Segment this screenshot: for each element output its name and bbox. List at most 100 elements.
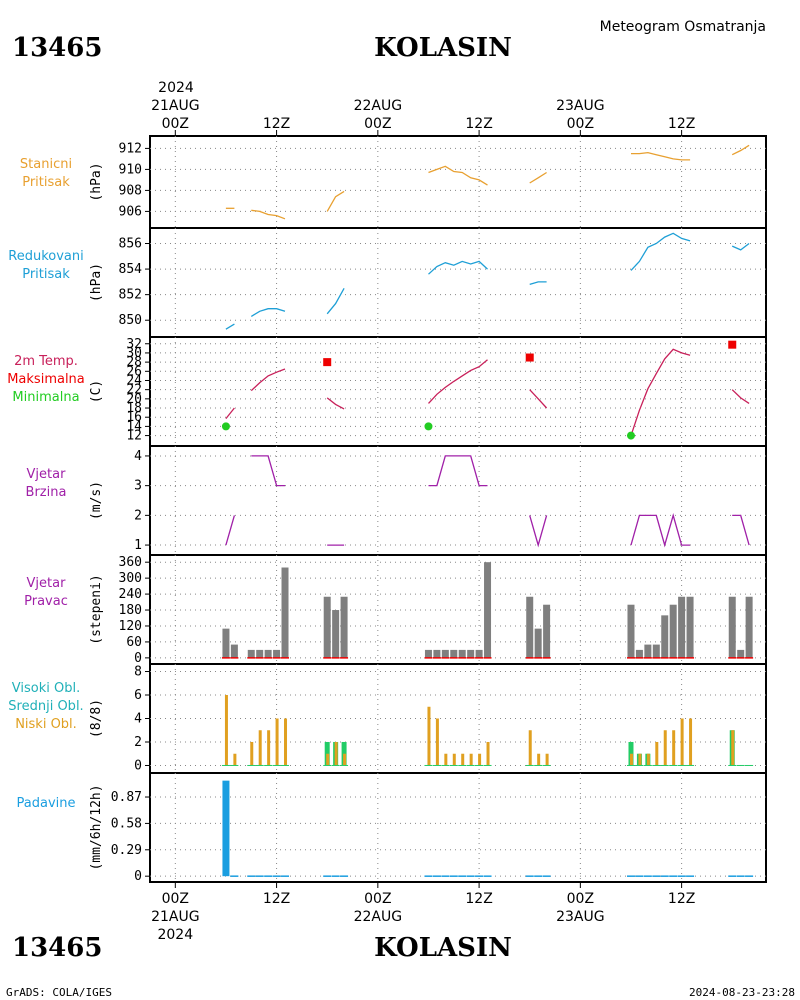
wind-direction-bar bbox=[441, 649, 449, 658]
panel-label: Redukovani bbox=[8, 249, 83, 264]
meteogram-subtitle: Meteogram Osmatranja bbox=[600, 19, 766, 35]
low-cloud-bar bbox=[731, 730, 735, 766]
y-axis-label: (8/8) bbox=[89, 699, 104, 738]
y-tick-label: 32 bbox=[126, 337, 142, 352]
wind-direction-bar bbox=[475, 649, 483, 658]
series-line bbox=[326, 397, 345, 410]
station-name-top: KOLASIN bbox=[374, 33, 512, 63]
wind-direction-bar bbox=[534, 628, 542, 658]
y-tick-label: 0.29 bbox=[111, 843, 142, 858]
top-date-label: 23AUG bbox=[556, 98, 605, 114]
wind-direction-bar bbox=[247, 649, 255, 658]
series-line bbox=[428, 359, 488, 404]
panel-label: Visoki Obl. bbox=[12, 681, 80, 696]
year-top: 2024 bbox=[158, 80, 194, 96]
panel-label: Srednji Obl. bbox=[8, 699, 83, 714]
y-axis-label: (hPa) bbox=[89, 263, 104, 302]
y-axis-label: (C) bbox=[89, 380, 104, 403]
wind-direction-bar bbox=[526, 596, 534, 658]
wind-direction-bar bbox=[230, 644, 238, 658]
wind-direction-bar bbox=[635, 649, 643, 658]
top-hour-label: 00Z bbox=[162, 116, 189, 132]
max-temp-marker bbox=[525, 353, 534, 362]
panel-reduced_pressure: 850 852 854 856 (hPa) Redukovani Pritisak bbox=[8, 227, 766, 337]
series-line bbox=[731, 144, 750, 156]
series-line bbox=[529, 389, 548, 409]
low-cloud-bar bbox=[435, 718, 439, 766]
y-tick-label: 360 bbox=[119, 555, 142, 570]
series-line bbox=[731, 242, 750, 251]
low-cloud-bar bbox=[655, 741, 659, 766]
wind-direction-bar bbox=[222, 628, 230, 658]
max-temp-marker bbox=[323, 358, 332, 367]
y-tick-label: 14 bbox=[126, 419, 142, 434]
low-cloud-bar bbox=[469, 753, 473, 766]
wind-direction-bar bbox=[661, 615, 669, 658]
series-line bbox=[428, 260, 488, 275]
station-name-bottom: KOLASIN bbox=[374, 933, 512, 963]
y-tick-label: 4 bbox=[134, 712, 142, 727]
series-line bbox=[326, 287, 345, 315]
wind-direction-bar bbox=[281, 567, 289, 658]
y-tick-label: 16 bbox=[126, 410, 142, 425]
top-hour-label: 00Z bbox=[567, 116, 594, 132]
low-cloud-bar bbox=[224, 695, 228, 766]
series-line bbox=[732, 514, 750, 546]
series-line bbox=[225, 515, 236, 546]
bottom-hour-label: 12Z bbox=[668, 891, 695, 907]
low-cloud-bar bbox=[326, 753, 330, 766]
precip-bar bbox=[222, 780, 230, 877]
series-line bbox=[529, 281, 547, 286]
low-cloud-bar bbox=[275, 718, 279, 766]
low-cloud-bar bbox=[537, 753, 541, 766]
panel-wind_speed: 1 2 3 4 (m/s) Vjetar Brzina bbox=[26, 445, 766, 555]
wind-direction-bar bbox=[686, 596, 694, 658]
wind-direction-bar bbox=[652, 644, 660, 658]
station-id-top: 13465 bbox=[12, 33, 102, 63]
y-tick-label: 908 bbox=[119, 183, 142, 198]
series-line bbox=[731, 389, 750, 404]
low-cloud-bar bbox=[672, 730, 676, 766]
y-tick-label: 0.58 bbox=[111, 816, 142, 831]
y-tick-label: 2 bbox=[134, 735, 142, 750]
series-line bbox=[529, 171, 547, 184]
low-cloud-bar bbox=[545, 753, 549, 766]
bottom-year-label: 2024 bbox=[157, 927, 193, 943]
top-hour-label: 12Z bbox=[465, 116, 492, 132]
y-tick-label: 856 bbox=[119, 237, 142, 252]
low-cloud-bar bbox=[528, 730, 532, 766]
low-cloud-bar bbox=[427, 706, 431, 766]
wind-direction-bar bbox=[737, 649, 745, 658]
panel-label: Pritisak bbox=[22, 267, 70, 282]
series-line bbox=[631, 151, 691, 161]
series-line bbox=[250, 368, 286, 392]
low-cloud-bar bbox=[284, 718, 288, 766]
series-line bbox=[326, 190, 345, 212]
y-tick-label: 26 bbox=[126, 364, 142, 379]
series-line bbox=[630, 513, 691, 548]
y-axis-label: (stepeni) bbox=[89, 574, 104, 644]
wind-direction-bar bbox=[644, 644, 652, 658]
y-tick-label: 60 bbox=[126, 635, 142, 650]
bottom-hour-label: 00Z bbox=[162, 891, 189, 907]
panel-label: Niski Obl. bbox=[15, 717, 77, 732]
bottom-hour-label: 00Z bbox=[364, 891, 391, 907]
panel-label: Vjetar bbox=[27, 467, 67, 482]
low-cloud-bar bbox=[638, 753, 642, 766]
low-cloud-bar bbox=[444, 753, 448, 766]
y-tick-label: 240 bbox=[119, 587, 142, 602]
wind-direction-bar bbox=[273, 649, 281, 658]
y-tick-label: 120 bbox=[119, 619, 142, 634]
bottom-hour-label: 12Z bbox=[465, 891, 492, 907]
low-cloud-bar bbox=[461, 753, 465, 766]
wind-direction-bar bbox=[264, 649, 272, 658]
panel-label: Maksimalna bbox=[7, 372, 85, 387]
y-tick-label: 852 bbox=[119, 288, 142, 303]
panel-station_pressure: 906 908 910 912 (hPa) Stanicni Pritisak bbox=[20, 136, 766, 228]
wind-direction-bar bbox=[458, 649, 466, 658]
low-cloud-bar bbox=[343, 753, 347, 766]
y-tick-label: 180 bbox=[119, 603, 142, 618]
max-temp-marker bbox=[728, 340, 737, 349]
